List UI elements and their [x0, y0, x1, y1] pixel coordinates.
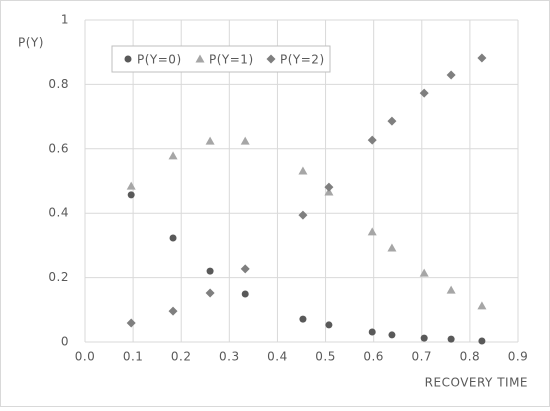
x-tick-label: 0.7	[411, 350, 432, 364]
x-tick-label: 0.2	[171, 350, 192, 364]
point	[298, 210, 308, 220]
y-tick-label: 0	[61, 335, 69, 349]
legend-box	[111, 45, 331, 73]
point	[205, 136, 215, 145]
point	[324, 182, 334, 192]
point	[126, 318, 136, 328]
legend-marker	[124, 55, 132, 63]
y-tick-label: 0.4	[48, 206, 69, 220]
point	[419, 268, 429, 277]
point	[387, 243, 397, 252]
x-tick-label: 0.9	[508, 350, 529, 364]
x-tick-label: 0.1	[123, 350, 144, 364]
legend-label: P(Y=1)	[209, 53, 254, 67]
x-tick-label: 0.4	[267, 350, 288, 364]
point	[446, 285, 456, 294]
y-tick-label: 0.6	[48, 141, 69, 155]
point	[127, 191, 135, 199]
point	[477, 53, 487, 63]
point	[367, 135, 377, 145]
y-axis-label: P(Y)	[18, 36, 44, 50]
point	[387, 116, 397, 126]
x-tick-label: 0.6	[363, 350, 384, 364]
x-axis-label: RECOVERY TIME	[425, 376, 528, 390]
point	[446, 70, 456, 80]
point	[419, 88, 429, 98]
point	[388, 331, 396, 339]
legend-marker	[266, 54, 276, 64]
point	[169, 234, 177, 242]
legend-label: P(Y=0)	[137, 53, 182, 67]
point	[240, 136, 250, 145]
point	[477, 301, 487, 310]
legend-marker	[195, 54, 205, 63]
y-tick-label: 0.2	[48, 270, 69, 284]
point	[447, 335, 455, 343]
point	[478, 337, 486, 345]
x-tick-label: 0.8	[460, 350, 481, 364]
point	[206, 267, 214, 275]
point	[241, 290, 249, 298]
x-tick-label: 0.3	[219, 350, 240, 364]
point	[420, 334, 428, 342]
point	[299, 315, 307, 323]
x-tick-label: 0.5	[315, 350, 336, 364]
point	[298, 166, 308, 175]
point	[126, 181, 136, 190]
legend-label: P(Y=2)	[280, 53, 325, 67]
y-tick-label: 0.8	[48, 77, 69, 91]
point	[368, 328, 376, 336]
point	[325, 321, 333, 329]
point	[168, 151, 178, 160]
x-tick-label: 0.0	[75, 350, 96, 364]
point	[240, 264, 250, 274]
point	[367, 227, 377, 236]
y-tick-label: 1	[61, 13, 69, 27]
point	[168, 306, 178, 316]
point	[205, 288, 215, 298]
